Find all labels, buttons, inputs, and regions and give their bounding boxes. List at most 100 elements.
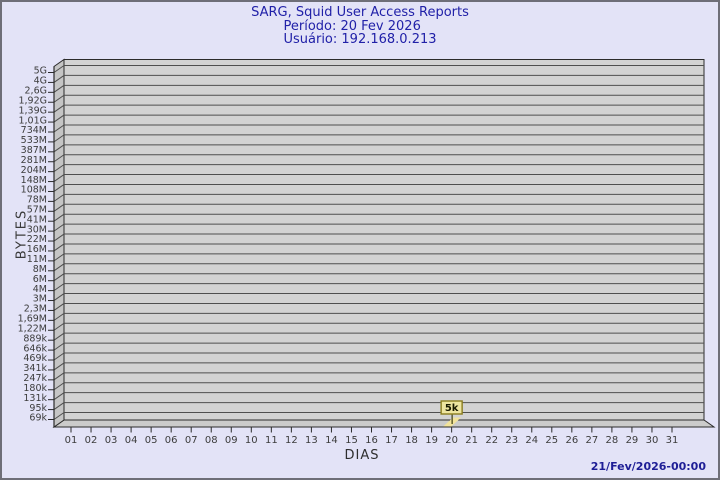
gridline-wall-segment	[53, 213, 65, 222]
y-tick-label: 1,22M	[18, 323, 47, 334]
chart-user: Usuário: 192.168.0.213	[283, 32, 437, 47]
y-tick-label: 6M	[33, 274, 47, 285]
gridline-wall-segment	[53, 114, 65, 123]
gridline-wall-segment	[53, 65, 65, 73]
y-tick-label: 1,39G	[18, 105, 47, 116]
y-tick-label: 108M	[21, 185, 47, 196]
y-tick-label: 95k	[29, 403, 47, 414]
gridline-wall-segment	[53, 134, 65, 143]
gridline-wall-segment	[53, 184, 65, 192]
y-tick-label: 533M	[21, 135, 47, 146]
generation-timestamp: 21/Fev/2026-00:00	[590, 460, 706, 473]
gridline-wall-segment	[53, 322, 65, 331]
x-tick-label: 13	[305, 435, 318, 446]
y-tick-label: 57M	[27, 205, 47, 216]
chart-period: Período: 20 Fev 2026	[283, 18, 421, 34]
gridline-wall-segment	[53, 293, 65, 301]
x-tick-label: 26	[565, 435, 578, 446]
x-tick-label: 03	[105, 435, 118, 446]
gridline-wall-segment	[53, 352, 65, 361]
chart-title: SARG, Squid User Access Reports	[251, 5, 469, 20]
gridline-wall-segment	[53, 263, 65, 272]
y-tick-label: 4M	[33, 284, 47, 295]
y-tick-label: 204M	[21, 165, 47, 176]
y-tick-label: 69k	[29, 413, 47, 424]
gridline-wall-segment	[53, 332, 65, 341]
gridline-wall-segment	[53, 283, 65, 292]
gridline-wall-segment	[53, 144, 65, 153]
y-tick-label: 247k	[23, 373, 47, 384]
y-tick-label: 16M	[27, 244, 47, 255]
gridline-wall-segment	[53, 233, 65, 242]
gridline-wall-segment	[53, 223, 65, 232]
y-tick-label: 11M	[27, 254, 47, 265]
gridline-wall-segment	[53, 94, 65, 103]
gridline-wall-segment	[53, 342, 65, 351]
y-axis-title: BYTES	[14, 208, 30, 260]
y-tick-label: 148M	[21, 175, 47, 186]
y-tick-label: 1,92G	[18, 95, 47, 106]
x-tick-label: 22	[485, 435, 498, 446]
x-tick-label: 07	[185, 435, 198, 446]
gridline-wall-segment	[53, 392, 65, 401]
y-tick-label: 3M	[33, 294, 47, 305]
x-axis-title: DIAS	[344, 448, 380, 463]
x-tick-label: 08	[205, 435, 218, 446]
x-tick-label: 17	[385, 435, 398, 446]
x-tick-label: 30	[646, 435, 659, 446]
y-tick-label: 1,01G	[18, 115, 47, 126]
y-tick-label: 889k	[23, 333, 47, 344]
gridline-wall-segment	[53, 253, 65, 262]
gridline-wall-segment	[53, 312, 65, 321]
y-tick-label: 469k	[23, 353, 47, 364]
plot-left-wall	[53, 58, 65, 428]
gridline-wall-segment	[53, 402, 65, 410]
x-tick-label: 06	[165, 435, 178, 446]
chart-subheader: Período: 20 Fev 2026 Usuário: 192.168.0.2…	[283, 18, 437, 47]
x-tick-label: 02	[85, 435, 98, 446]
y-tick-label: 8M	[33, 264, 47, 275]
bar-value-callout	[440, 400, 463, 415]
gridline-wall-segment	[53, 372, 65, 381]
x-tick-label: 14	[325, 435, 338, 446]
x-tick-label: 04	[125, 435, 138, 446]
y-tick-label: 41M	[27, 214, 47, 225]
x-tick-label: 01	[65, 435, 78, 446]
y-tick-label: 4G	[34, 76, 47, 87]
x-tick-label: 11	[265, 435, 278, 446]
bar-value-label: 5k	[445, 403, 459, 414]
gridline-wall-segment	[53, 84, 65, 93]
gridline-wall-segment	[53, 104, 65, 113]
x-tick-label: 12	[285, 435, 298, 446]
y-tick-label: 78M	[27, 195, 47, 206]
x-tick-label: 05	[145, 435, 158, 446]
gridline-wall-segment	[53, 174, 65, 182]
x-tick-label: 20	[445, 435, 458, 446]
x-tick-label: 18	[405, 435, 418, 446]
gridline-wall-segment	[53, 273, 65, 282]
gridline-wall-segment	[53, 75, 65, 83]
y-tick-label: 131k	[23, 393, 47, 404]
x-tick-label: 21	[465, 435, 478, 446]
gridline-wall-segment	[53, 164, 65, 173]
x-tick-label: 15	[345, 435, 358, 446]
x-tick-label: 24	[525, 435, 538, 446]
x-tick-label: 29	[626, 435, 639, 446]
y-tick-label: 22M	[27, 234, 47, 245]
gridline-wall-segment	[53, 303, 65, 311]
y-tick-label: 734M	[21, 125, 47, 136]
y-tick-label: 5G	[34, 66, 47, 77]
y-tick-label: 646k	[23, 343, 47, 354]
gridline-wall-segment	[53, 193, 65, 202]
chart-header: SARG, Squid User Access Reports Período: …	[2, 6, 718, 47]
plot-floor	[52, 419, 716, 428]
x-tick-label: 25	[545, 435, 558, 446]
y-tick-label: 1,69M	[18, 314, 47, 325]
gridline-wall-segment	[53, 362, 65, 371]
x-tick-label: 23	[505, 435, 518, 446]
y-tick-label: 30M	[27, 224, 47, 235]
gridline-wall-segment	[53, 243, 65, 252]
y-tick-label: 2,3M	[24, 304, 47, 315]
